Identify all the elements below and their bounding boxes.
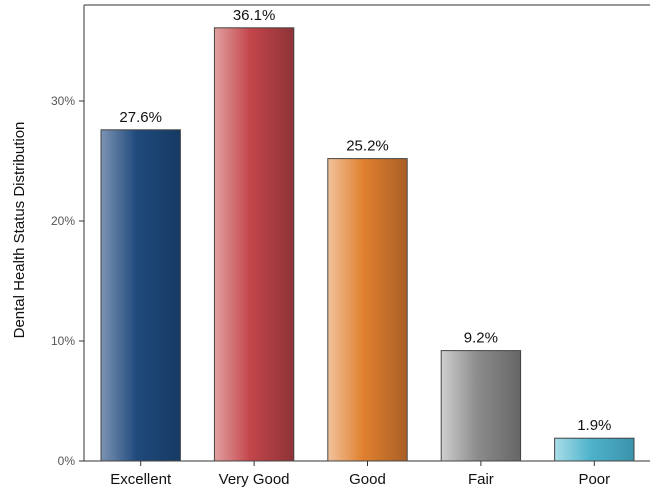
bars xyxy=(100,27,635,462)
bar-fair xyxy=(440,350,522,462)
y-tick-label: 0% xyxy=(58,454,76,468)
bar-very-good xyxy=(213,27,295,462)
bar-poor xyxy=(554,437,635,462)
y-axis-label: Dental Health Status Distribution xyxy=(11,122,28,339)
bar-excellent xyxy=(100,129,181,462)
x-tick-label: Poor xyxy=(578,471,610,488)
labels: Excellent 27.6% Very Good 36.1% Good 25.2% Fai… xyxy=(110,7,611,488)
data-label: 9.2% xyxy=(464,330,498,347)
x-tick-label: Excellent xyxy=(110,471,172,488)
x-tick-label: Very Good xyxy=(219,471,290,488)
y-tick-label: 20% xyxy=(51,214,75,228)
bar-good xyxy=(327,158,408,462)
x-tick-label: Good xyxy=(349,471,386,488)
y-tick-label: 30% xyxy=(51,94,75,108)
x-tick-label: Fair xyxy=(468,471,494,488)
data-label: 36.1% xyxy=(233,7,276,24)
y-tick-label: 10% xyxy=(51,334,75,348)
data-label: 25.2% xyxy=(346,138,389,155)
data-label: 1.9% xyxy=(577,417,611,434)
data-label: 27.6% xyxy=(119,109,162,126)
